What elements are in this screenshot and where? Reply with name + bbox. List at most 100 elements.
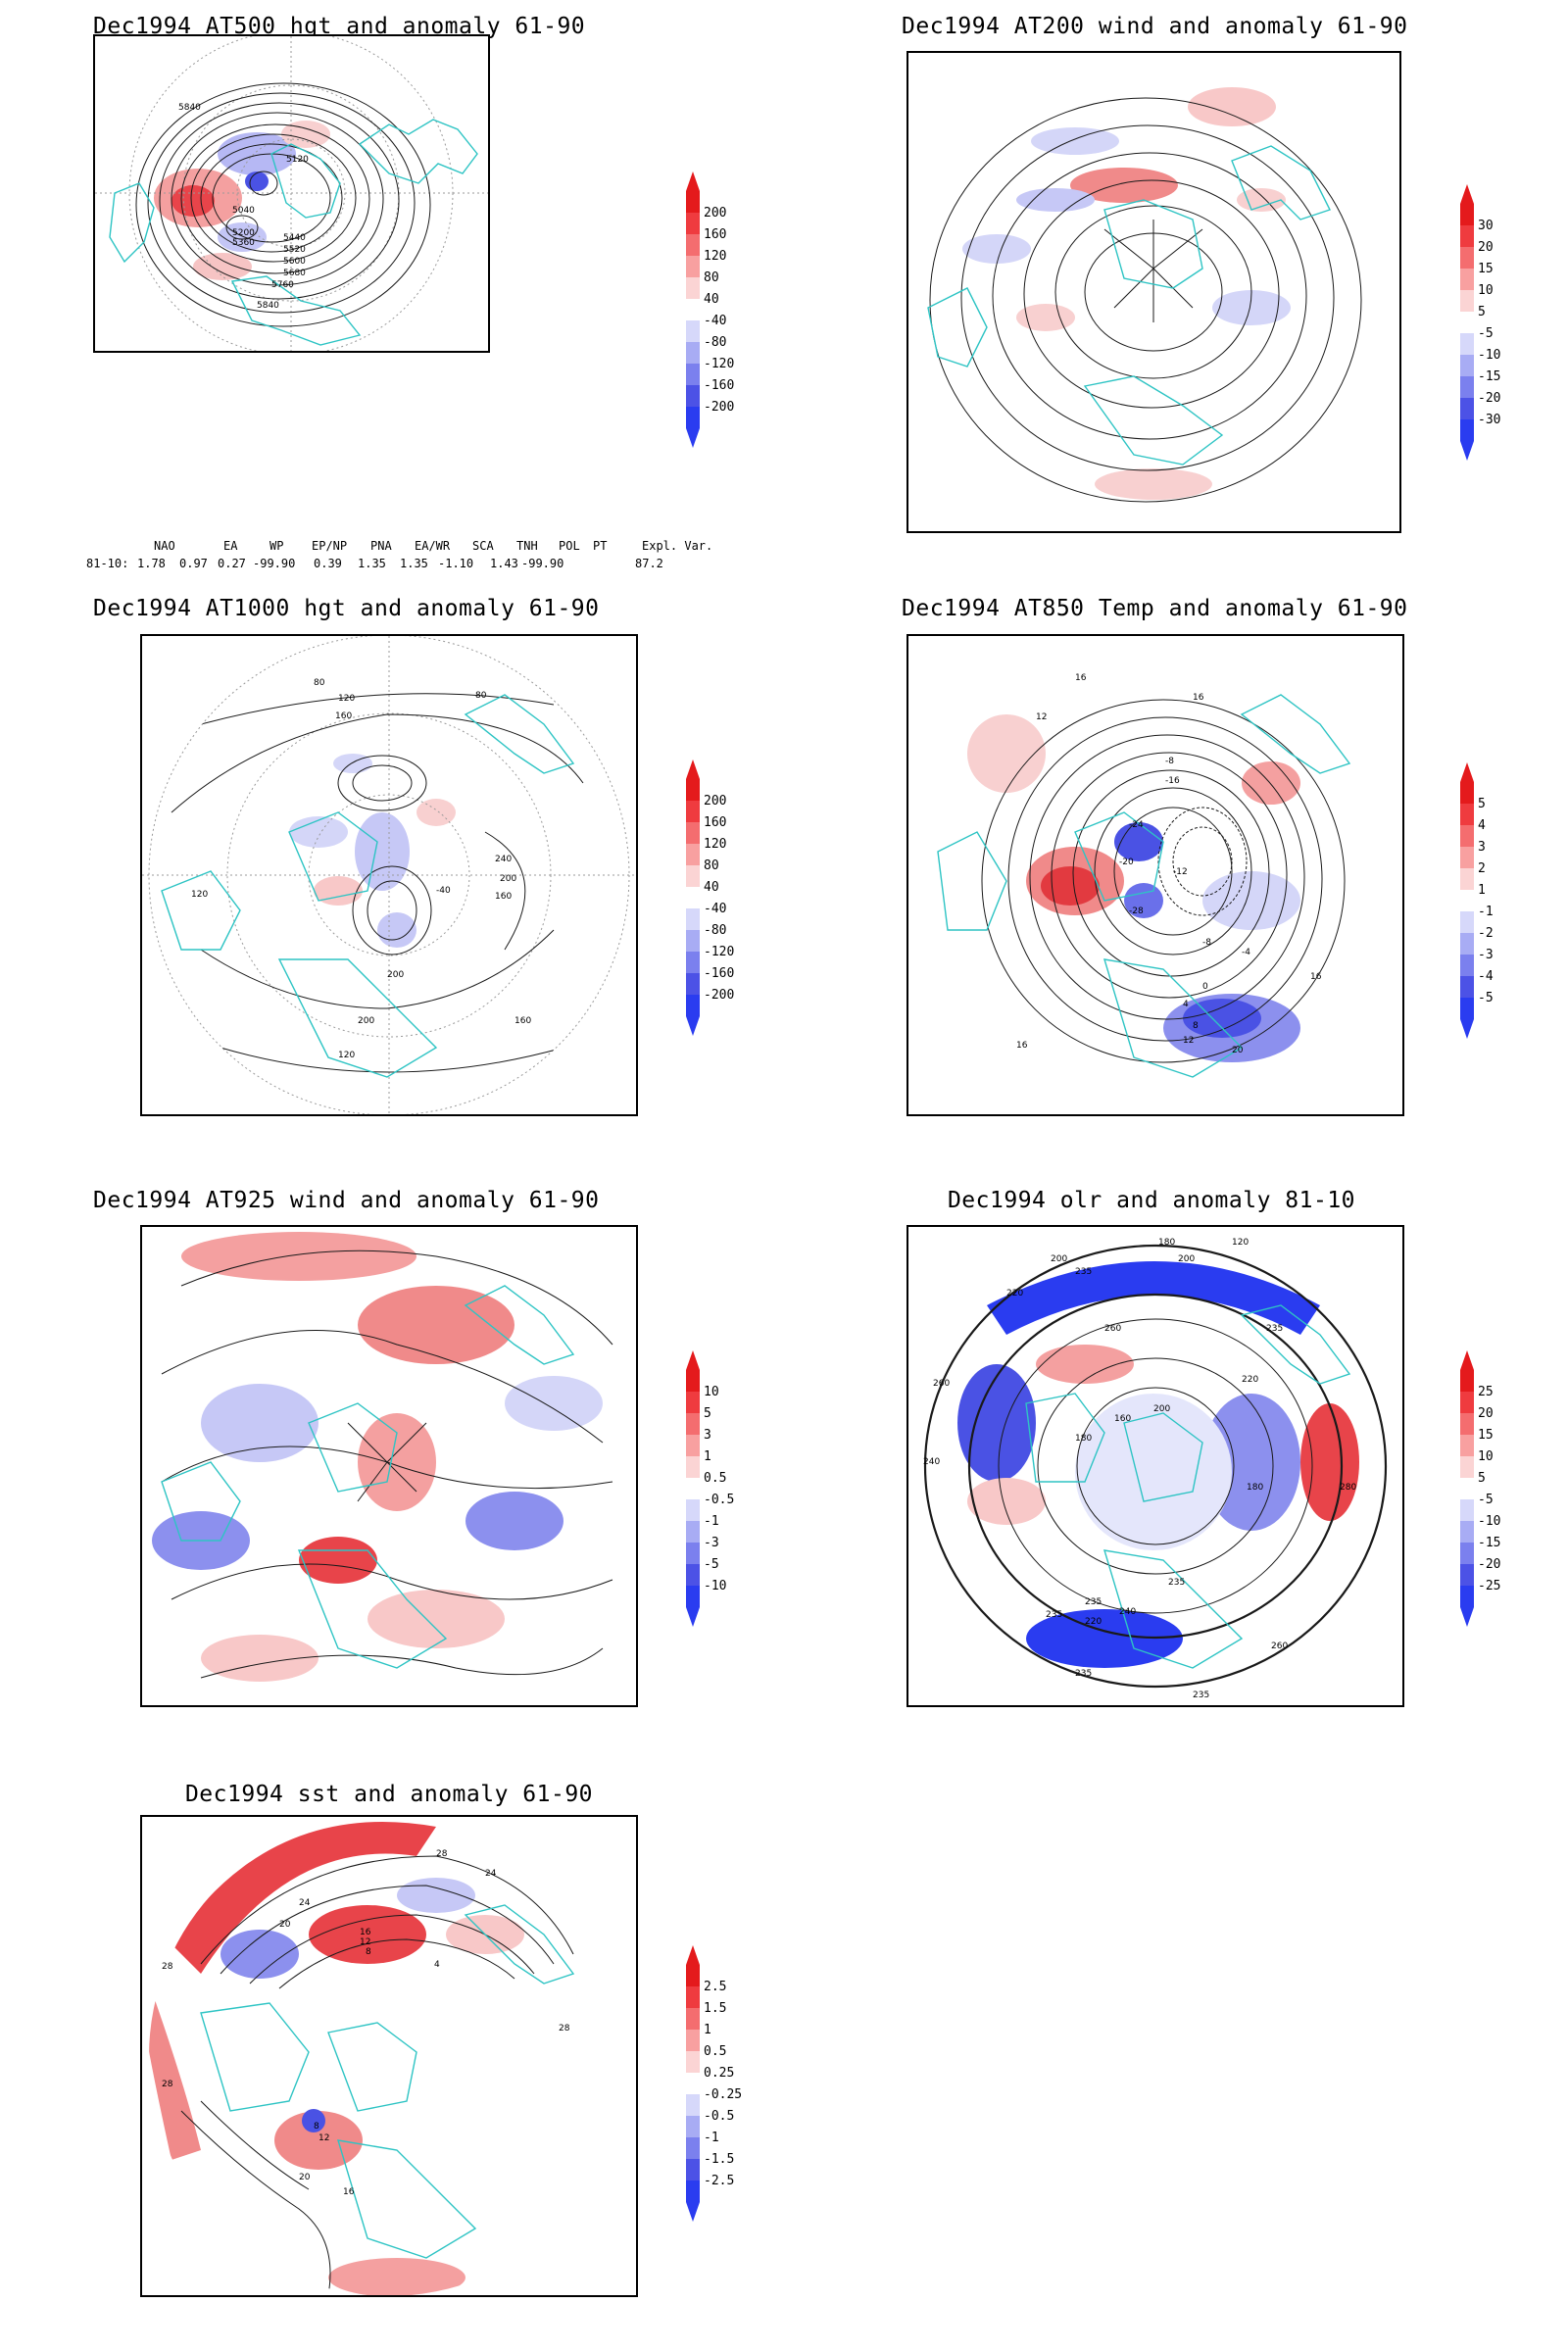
anomaly-neg xyxy=(1202,871,1300,930)
contour-label: 5840 xyxy=(178,103,201,113)
colorbar-swatch xyxy=(686,256,700,277)
colorbar-label: 15 xyxy=(1478,1428,1494,1443)
colorbar-label: -1 xyxy=(1478,905,1494,919)
contour-label: 16 xyxy=(1310,972,1322,982)
colorbar-swatch xyxy=(686,1521,700,1543)
colorbar-label: 5 xyxy=(1478,305,1486,319)
tele-header: WP xyxy=(270,539,284,553)
anomaly-neg xyxy=(1016,188,1095,212)
colorbar-swatch xyxy=(686,1986,700,2008)
colorbar-swatch xyxy=(686,1543,700,1564)
tele-header: PNA xyxy=(370,539,392,553)
anomaly-neg xyxy=(201,1384,318,1462)
colorbar-label: -10 xyxy=(704,1579,727,1593)
colorbar-swatch xyxy=(686,887,700,908)
colorbar-arrow-bottom xyxy=(1460,441,1474,461)
contour-label: 16 xyxy=(1075,673,1087,683)
anomaly-pos xyxy=(274,2111,363,2170)
colorbar-arrow-bottom xyxy=(1460,1607,1474,1627)
polar-map xyxy=(927,87,1362,503)
colorbar-swatch xyxy=(1460,890,1474,911)
contour-label: 5360 xyxy=(232,238,255,248)
colorbar-label: 10 xyxy=(1478,1449,1494,1464)
colorbar-swatch xyxy=(686,320,700,342)
colorbar-label: -20 xyxy=(1478,1557,1501,1572)
colorbar-label: -10 xyxy=(1478,1514,1501,1529)
colorbar-swatch xyxy=(1460,376,1474,398)
polar-map: 16 16 12 -8 -16 -24 -20 -28 -12 -8 -4 0 … xyxy=(937,673,1351,1078)
tele-header: EA xyxy=(223,539,238,553)
colorbar-swatch xyxy=(1460,825,1474,847)
colorbar-label: 40 xyxy=(704,292,719,307)
contour-label: 160 xyxy=(495,892,512,902)
colorbar-swatch xyxy=(1460,1370,1474,1392)
colorbar-swatch xyxy=(1460,398,1474,419)
contour-label: 5440 xyxy=(283,233,306,243)
colorbar-swatch xyxy=(1460,312,1474,333)
colorbar-arrow-bottom xyxy=(686,2202,700,2222)
colorbar-label: 120 xyxy=(704,837,727,852)
contour-label: 12 xyxy=(360,1937,370,1947)
anomaly-pos xyxy=(1036,1345,1134,1384)
colorbar-swatch xyxy=(686,2073,700,2094)
colorbar-arrow-top xyxy=(686,1350,700,1370)
colorbar-label: 5 xyxy=(704,1406,711,1421)
tele-header: TNH xyxy=(516,539,538,553)
anomaly-pos xyxy=(1070,168,1178,203)
contour-label: 220 xyxy=(1242,1375,1258,1385)
colorbar-swatch xyxy=(1460,1478,1474,1499)
contour-label: 160 xyxy=(1114,1414,1131,1424)
tele-value: 1.43 xyxy=(490,557,518,570)
contour-label: -20 xyxy=(1119,858,1134,867)
anomaly-pos xyxy=(1016,304,1075,331)
colorbar-label: 5 xyxy=(1478,1471,1486,1486)
colorbar-label: -5 xyxy=(1478,991,1494,1005)
contour-label: 12 xyxy=(318,2133,329,2143)
colorbar-swatch xyxy=(686,234,700,256)
colorbar-label: 200 xyxy=(704,794,727,808)
colorbar-label: 1 xyxy=(1478,883,1486,898)
colorbar-swatch xyxy=(686,865,700,887)
contour-label: 8 xyxy=(1193,1021,1199,1031)
colorbar-arrow-top xyxy=(1460,1350,1474,1370)
contour-label: 8 xyxy=(366,1947,371,1957)
contour-label: 16 xyxy=(1016,1041,1028,1051)
contour-label: 5680 xyxy=(283,269,306,278)
colorbar-arrow-top xyxy=(686,172,700,191)
anomaly-neg xyxy=(1124,883,1163,918)
colorbar-swatch xyxy=(686,1392,700,1413)
colorbar-label: 160 xyxy=(704,227,727,242)
colorbar-swatch xyxy=(686,1965,700,1986)
tele-value: 0.27 xyxy=(218,557,246,570)
colorbar-label: 1 xyxy=(704,2023,711,2037)
colorbar-swatch xyxy=(1460,1499,1474,1521)
contour-label: 28 xyxy=(162,1962,173,1972)
colorbar-label: -3 xyxy=(704,1536,719,1550)
colorbar-swatch xyxy=(1460,1543,1474,1564)
contour-label: 240 xyxy=(1119,1607,1136,1617)
colorbar-arrow-top xyxy=(1460,184,1474,204)
contour-label: 180 xyxy=(1158,1238,1175,1248)
colorbar-arrow-bottom xyxy=(686,428,700,448)
panel-title: Dec1994 sst and anomaly 61-90 xyxy=(184,1782,594,1807)
panel-title: Dec1994 AT200 wind and anomaly 61-90 xyxy=(902,14,1408,39)
colorbar-swatch xyxy=(686,2008,700,2030)
colorbar-arrow-bottom xyxy=(1460,1019,1474,1039)
contour-label: 220 xyxy=(1006,1289,1023,1298)
colorbar-label: -5 xyxy=(704,1557,719,1572)
contour-label: 240 xyxy=(495,855,512,864)
anomaly-pos xyxy=(368,1590,505,1648)
colorbar-swatch xyxy=(686,1435,700,1456)
colorbar-label: 3 xyxy=(704,1428,711,1443)
colorbar: 30 20 15 10 5 -5 -10 -15 -20 -30 xyxy=(1460,184,1519,461)
contour-label: 235 xyxy=(1085,1597,1102,1607)
colorbar-swatch xyxy=(686,908,700,930)
anomaly-pos xyxy=(358,1413,436,1511)
anomaly-neg xyxy=(333,754,372,773)
colorbar-label: -160 xyxy=(704,378,735,393)
colorbar-swatch xyxy=(686,407,700,428)
contour-label: 180 xyxy=(1075,1434,1092,1444)
contour-label: 280 xyxy=(1340,1483,1356,1493)
contour-label: 5200 xyxy=(232,228,255,238)
colorbar-arrow-bottom xyxy=(686,1016,700,1036)
